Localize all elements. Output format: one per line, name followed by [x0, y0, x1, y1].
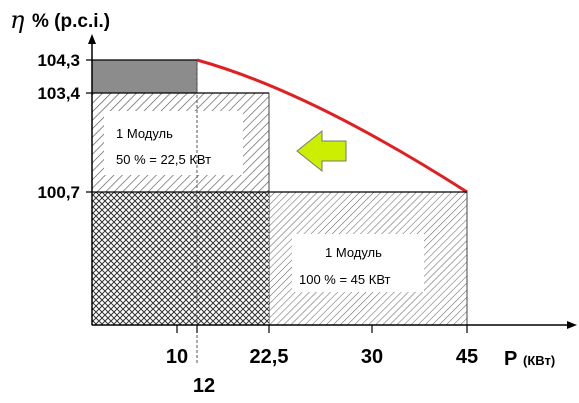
x-tick-label-4: 45: [456, 346, 478, 368]
efficiency-curve: [196, 58, 468, 194]
x-axis-label: P: [504, 348, 517, 370]
y-tick-label-2: 104,3: [37, 51, 80, 70]
y-axis-symbol: η: [10, 6, 25, 34]
half-load-label-line2: 50 % = 22,5 КВт: [116, 152, 211, 167]
x-axis-unit: (КВт): [523, 353, 555, 368]
full-load-label-line2: 100 % = 45 КВт: [299, 272, 391, 287]
half-load-label-panel: [104, 111, 243, 175]
y-tick-label-0: 100,7: [37, 183, 80, 202]
x-tick-label-2: 22,5: [250, 346, 289, 368]
x-tick-label-3: 30: [361, 346, 383, 368]
x-tick-label-0: 10: [166, 346, 188, 368]
y-tick-label-1: 103,4: [37, 84, 80, 103]
arrow-left-icon: [296, 129, 347, 173]
y-axis-arrow-icon: [88, 34, 96, 44]
box-overlap: [92, 192, 269, 325]
half-load-label-line1: 1 Модуль: [116, 126, 173, 141]
full-load-label-line1: 1 Модуль: [325, 245, 382, 260]
y-axis-label: % (p.c.i.): [32, 11, 110, 32]
full-load-label-panel: [292, 234, 424, 292]
x-tick-label-1: 12: [193, 375, 215, 397]
x-axis-arrow-icon: [567, 321, 577, 329]
box-peak: [91, 59, 198, 94]
